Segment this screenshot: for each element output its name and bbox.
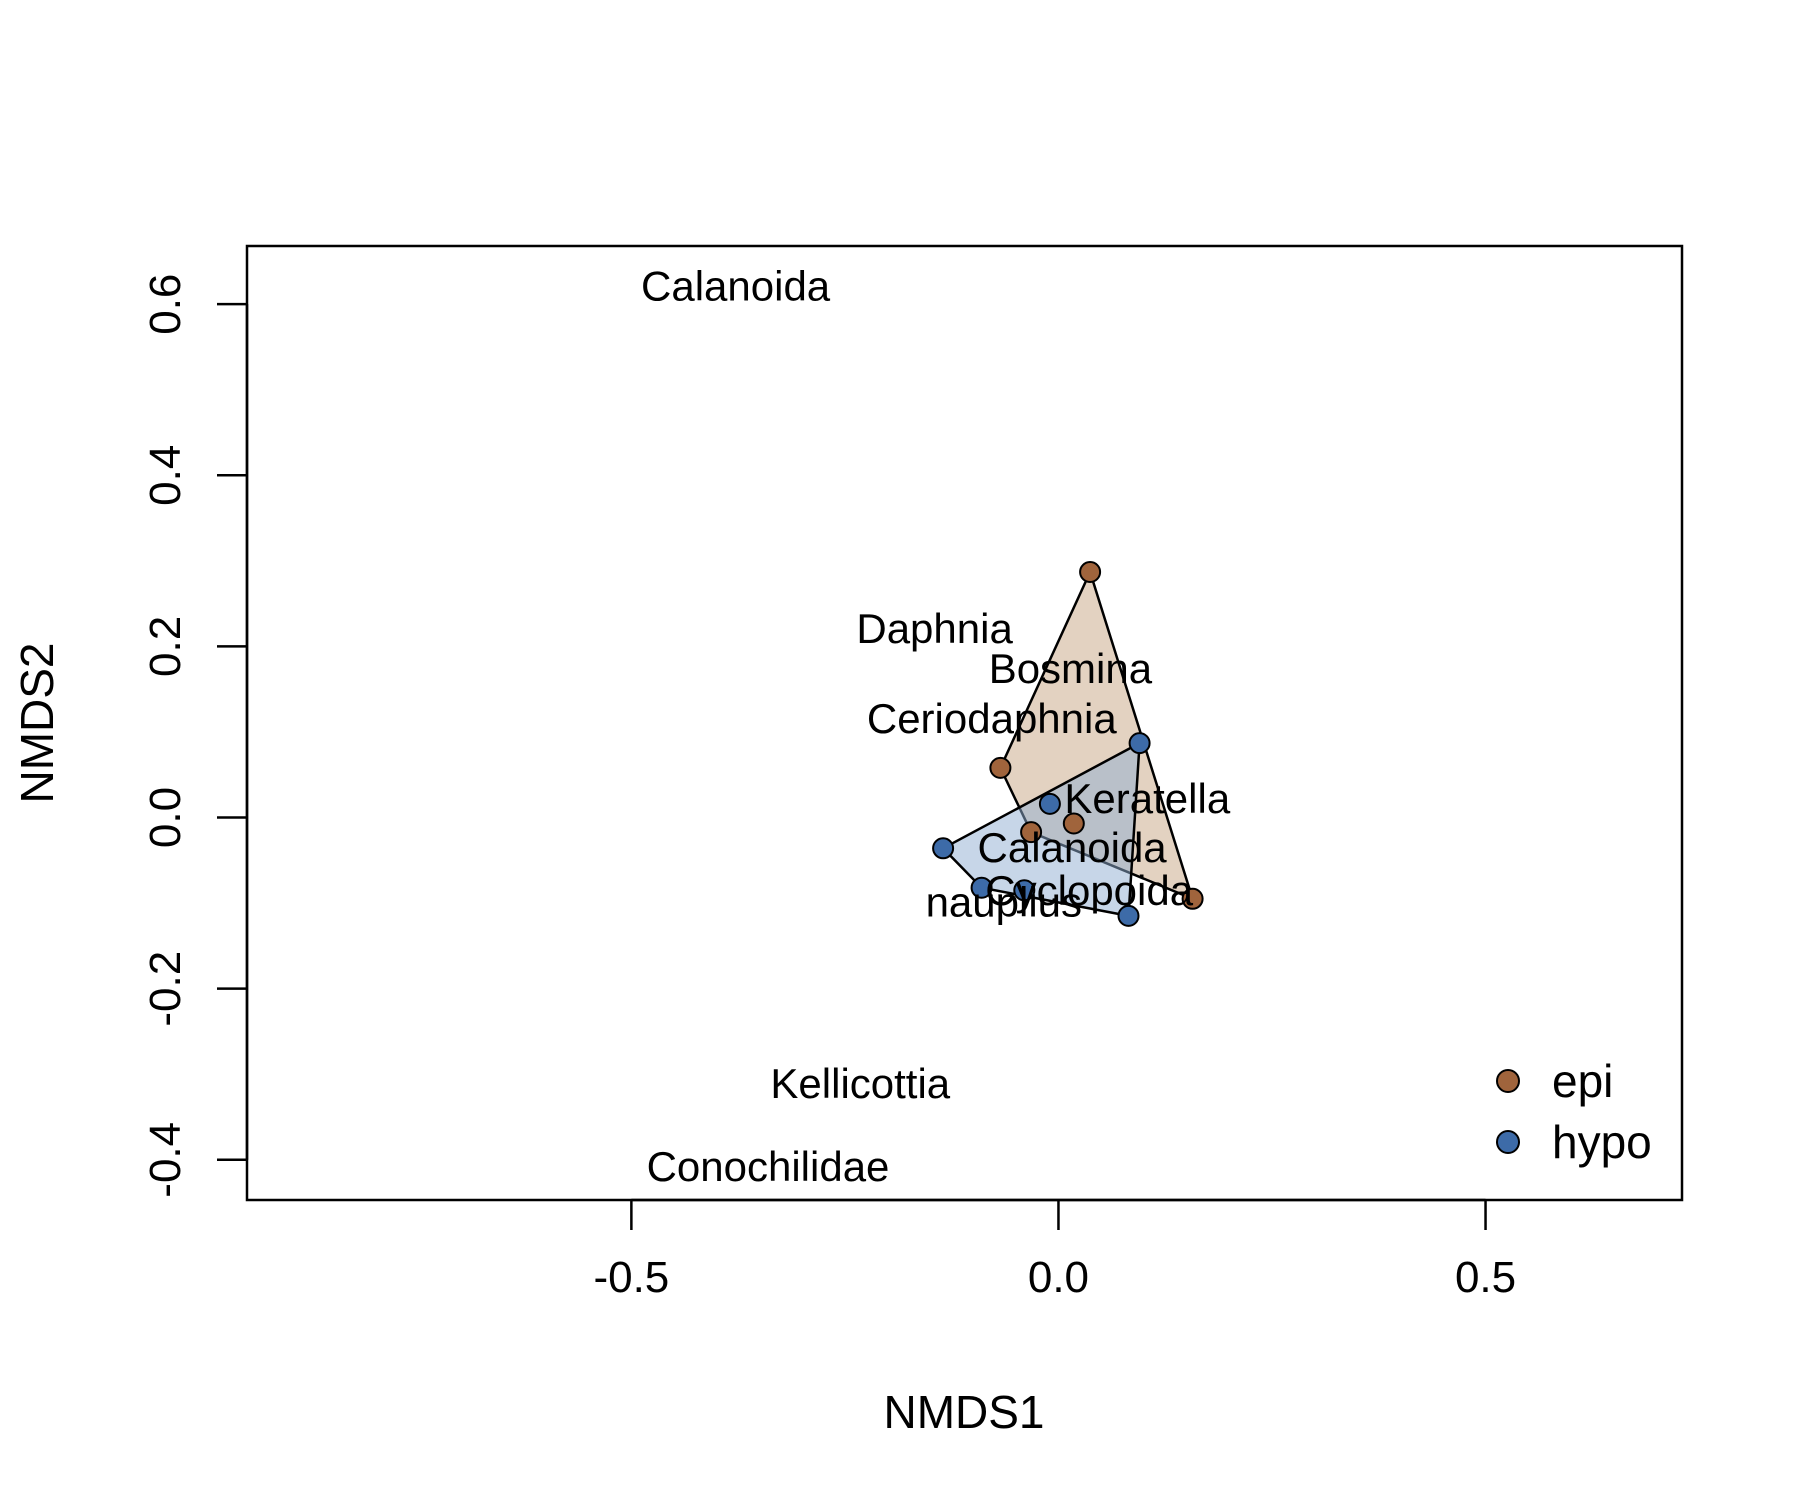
species-label: nauplius: [926, 879, 1082, 926]
species-label: Bosmina: [989, 645, 1153, 692]
species-label: Kellicottia: [770, 1060, 950, 1107]
plot-frame: [245, 244, 1684, 1202]
point-hypo: [1117, 904, 1140, 927]
x-tick-label: -0.5: [593, 1253, 669, 1302]
x-tick-label: 0.5: [1455, 1253, 1516, 1302]
species-label: Conochilidae: [647, 1143, 890, 1190]
point-epi: [1020, 821, 1043, 844]
point-hypo: [1038, 792, 1061, 815]
species-label: Calanoida: [978, 824, 1168, 871]
legend-label-hypo: hypo: [1552, 1116, 1652, 1168]
species-label: Keratella: [1064, 775, 1230, 822]
species-label: Calanoida: [641, 263, 831, 310]
point-epi: [1062, 812, 1085, 835]
y-tick-label: 0.6: [141, 274, 190, 335]
point-hypo: [932, 837, 955, 860]
point-epi: [1181, 887, 1204, 910]
point-hypo: [1128, 732, 1151, 755]
y-tick-label: -0.2: [141, 951, 190, 1027]
point-hypo: [1013, 879, 1036, 902]
x-axis-label: NMDS1: [883, 1386, 1044, 1438]
point-hypo: [970, 876, 993, 899]
y-tick-label: 0.2: [141, 616, 190, 677]
y-tick-label: 0.4: [141, 445, 190, 506]
point-epi: [989, 756, 1012, 779]
point-epi: [1079, 561, 1102, 583]
legend-marker-hypo: [1496, 1130, 1520, 1154]
y-tick-label: -0.4: [141, 1122, 190, 1198]
legend: epi hypo: [1496, 1055, 1652, 1168]
species-label: Cyclopoida: [985, 867, 1193, 914]
y-axis-label: NMDS2: [11, 642, 63, 803]
legend-marker-epi: [1496, 1069, 1520, 1093]
species-label: Ceriodaphnia: [867, 695, 1117, 742]
legend-label-epi: epi: [1552, 1055, 1613, 1107]
species-label: Daphnia: [856, 605, 1013, 652]
point-layer: [932, 561, 1204, 927]
x-tick-label: 0.0: [1028, 1253, 1089, 1302]
y-tick-label: 0.0: [141, 787, 190, 848]
